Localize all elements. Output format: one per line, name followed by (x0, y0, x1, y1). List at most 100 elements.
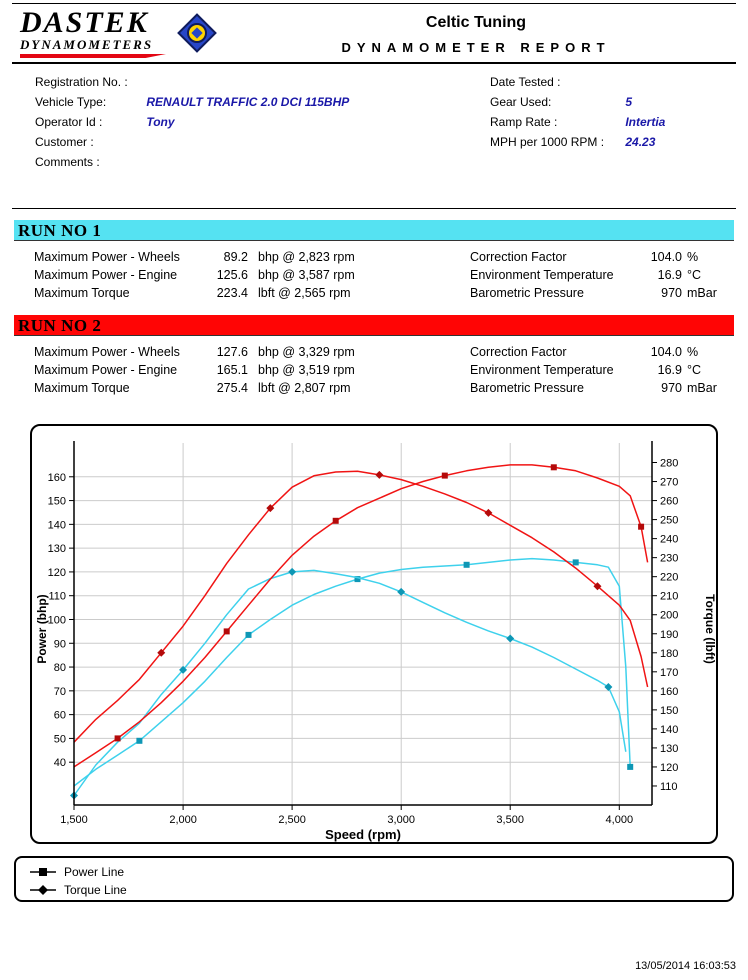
svg-text:50: 50 (54, 733, 66, 745)
company-name: Celtic Tuning (425, 14, 527, 31)
svg-text:4,000: 4,000 (606, 814, 634, 826)
cond-correction-factor: Correction Factor 104.0% (470, 343, 717, 361)
run-2-section: RUN NO 2 Maximum Power - Wheels 127.6 bhp … (14, 315, 734, 409)
svg-text:40: 40 (54, 757, 66, 769)
svg-text:120: 120 (48, 567, 66, 579)
svg-text:70: 70 (54, 686, 66, 698)
cond-unit: mBar (687, 381, 717, 395)
stat-label: Maximum Torque (34, 286, 130, 300)
cond-unit: °C (687, 363, 702, 377)
stat-unit: bhp @ 3,519 rpm (258, 363, 355, 377)
svg-text:120: 120 (660, 762, 678, 774)
run-1-conditions: Correction Factor 104.0% Environment Temp… (470, 248, 717, 302)
info-label: Gear Used: (490, 95, 552, 109)
report-header: DASTEK DYNAMOMETERS Celtic Tuning DYNAMO… (0, 6, 748, 62)
svg-text:160: 160 (48, 472, 66, 484)
vehicle-info-section: Registration No. : Vehicle Type: RENAULT… (0, 70, 748, 208)
svg-text:3,000: 3,000 (387, 814, 415, 826)
svg-text:110: 110 (660, 781, 678, 793)
report-title: DYNAMOMETER REPORT (341, 40, 611, 55)
svg-text:Speed (rpm): Speed (rpm) (325, 827, 401, 842)
stat-value: 127.6 (216, 345, 248, 359)
stat-max-power-engine: Maximum Power - Engine 165.1 bhp @ 3,519 r… (34, 361, 734, 379)
stat-value: 89.2 (223, 250, 248, 264)
info-value: 24.23 (625, 135, 656, 149)
dyno-chart: 40 50 60 70 80 90 100 110 120 130 140 150 160 110 120 1… (35, 441, 716, 842)
report-titles: Celtic Tuning DYNAMOMETER REPORT (300, 14, 652, 55)
cond-value: 970 (661, 381, 682, 395)
info-label: Registration No. : (35, 75, 128, 89)
svg-text:220: 220 (660, 572, 678, 584)
svg-text:270: 270 (660, 477, 678, 489)
svg-text:1,500: 1,500 (60, 814, 88, 826)
stat-unit: bhp @ 3,329 rpm (258, 345, 355, 359)
info-value: Intertia (625, 115, 666, 129)
svg-text:100: 100 (48, 615, 66, 627)
cond-value: 16.9 (657, 363, 682, 377)
stat-unit: bhp @ 2,823 rpm (258, 250, 355, 264)
info-label: Customer : (35, 135, 94, 149)
brand-subtitle: DYNAMOMETERS (20, 37, 154, 52)
stat-label: Maximum Power - Engine (34, 268, 178, 282)
chart-legend: Power Line Torque Line (14, 856, 734, 902)
cond-correction-factor: Correction Factor 104.0% (470, 248, 717, 266)
svg-text:Torque (lbft): Torque (lbft) (703, 594, 716, 664)
run-2-conditions: Correction Factor 104.0% Environment Temp… (470, 343, 717, 397)
info-column-right: Date Tested : Gear Used: 5 Ramp Rate : I… (490, 72, 665, 152)
stat-label: Maximum Torque (34, 381, 130, 395)
cond-barometric-pressure: Barometric Pressure 970 mBar (470, 379, 717, 397)
stat-max-torque: Maximum Torque 223.4 lbft @ 2,565 rpm (34, 284, 734, 302)
info-label: Vehicle Type: (35, 95, 107, 109)
svg-text:2,000: 2,000 (169, 814, 197, 826)
info-field-ramp-rate: Ramp Rate : Intertia (490, 112, 665, 132)
stat-max-torque: Maximum Torque 275.4 lbft @ 2,807 rpm (34, 379, 734, 397)
info-field-gear-used: Gear Used: 5 (490, 92, 665, 112)
info-field-vehicle-type: Vehicle Type: RENAULT TRAFFIC 2.0 DCI 11… (35, 92, 349, 112)
dyno-chart-panel: 40 50 60 70 80 90 100 110 120 130 140 150 160 110 120 1… (30, 424, 718, 844)
svg-text:90: 90 (54, 638, 66, 650)
info-field-registration: Registration No. : (35, 72, 349, 92)
info-value: RENAULT TRAFFIC 2.0 DCI 115BHP (146, 95, 350, 109)
info-field-operator-id: Operator Id : Tony (35, 112, 349, 132)
svg-text:200: 200 (660, 610, 678, 622)
svg-text:250: 250 (660, 515, 678, 527)
info-field-comments: Comments : (35, 152, 349, 172)
legend-label: Torque Line (64, 883, 127, 897)
header-divider (12, 62, 736, 64)
info-label: Operator Id : (35, 115, 103, 129)
cond-unit: % (687, 345, 699, 359)
svg-text:2,500: 2,500 (278, 814, 306, 826)
svg-text:240: 240 (660, 534, 678, 546)
info-value: 5 (625, 95, 633, 109)
svg-text:150: 150 (660, 705, 678, 717)
svg-text:Power (bhp): Power (bhp) (35, 594, 49, 663)
info-value: Tony (146, 115, 175, 129)
cond-label: Environment Temperature (470, 268, 614, 282)
cond-value: 104.0 (650, 345, 682, 359)
stat-unit: bhp @ 3,587 rpm (258, 268, 355, 282)
legend-label: Power Line (64, 865, 125, 879)
info-field-customer: Customer : (35, 132, 349, 152)
stat-value: 275.4 (216, 381, 248, 395)
svg-text:210: 210 (660, 591, 678, 603)
info-label: Date Tested : (490, 75, 561, 89)
info-field-date-tested: Date Tested : (490, 72, 665, 92)
info-label: Ramp Rate : (490, 115, 558, 129)
run-1-title: RUN NO 1 (18, 221, 102, 240)
svg-text:150: 150 (48, 496, 66, 508)
power-line-marker-icon (30, 868, 56, 876)
dastek-emblem-icon (174, 10, 220, 56)
svg-text:190: 190 (660, 629, 678, 641)
stat-max-power-engine: Maximum Power - Engine 125.6 bhp @ 3,587 r… (34, 266, 734, 284)
svg-text:160: 160 (660, 686, 678, 698)
cond-label: Barometric Pressure (470, 381, 584, 395)
stat-value: 125.6 (216, 268, 248, 282)
svg-text:140: 140 (660, 724, 678, 736)
svg-text:130: 130 (48, 543, 66, 555)
svg-text:230: 230 (660, 553, 678, 565)
brand-name: DASTEK (20, 6, 149, 39)
torque-line-marker-icon (30, 885, 56, 895)
cond-environment-temperature: Environment Temperature 16.9 °C (470, 266, 717, 284)
info-field-mph-per-1000rpm: MPH per 1000 RPM : 24.23 (490, 132, 665, 152)
svg-text:110: 110 (48, 591, 66, 603)
